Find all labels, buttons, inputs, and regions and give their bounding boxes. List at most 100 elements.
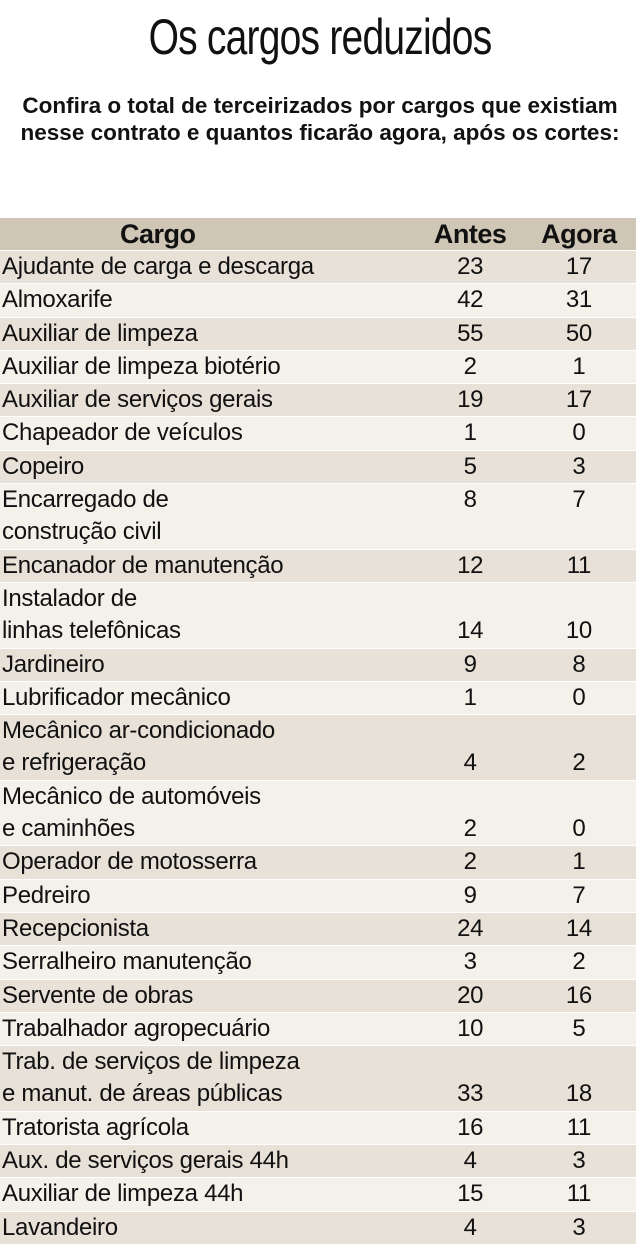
- agora-value: 3: [572, 1213, 586, 1241]
- agora-value: 2: [572, 948, 586, 976]
- cargo-label: Aux. de serviços gerais 44h: [2, 1147, 289, 1175]
- table-row: Lubrificador mecânico 1 0: [0, 681, 636, 715]
- table-row: Tratorista agrícola 16 11: [0, 1111, 636, 1145]
- cargo-label: Mecânico ar-condicionado: [2, 717, 275, 745]
- antes-value: 3: [463, 948, 477, 976]
- cargo-label: Chapeador de veículos: [2, 419, 243, 447]
- cargo-label: Ajudante de carga e descarga: [2, 253, 314, 280]
- agora-value: 50: [565, 319, 592, 347]
- antes-value: 42: [457, 286, 484, 314]
- table-row: Auxiliar de limpeza 44h 15 11: [0, 1177, 636, 1212]
- cargo-label: Lubrificador mecânico: [2, 683, 231, 711]
- cargo-label: Auxiliar de serviços gerais: [2, 386, 273, 414]
- antes-value: 2: [463, 352, 477, 380]
- table-row: Aux. de serviços gerais 44h 4 3: [0, 1144, 636, 1178]
- table-row: Ajudante de carga e descarga 23 17: [0, 250, 636, 284]
- cargo-cell: Tratorista agrícola: [0, 1111, 419, 1144]
- page-title: Os cargos reduzidos: [148, 9, 493, 65]
- table-row: Servente de obras 20 16: [0, 979, 636, 1013]
- cargo-cell: Chapeador de veículos: [0, 417, 419, 450]
- cargo-label: linhas telefônicas: [2, 617, 181, 645]
- table-row: Almoxarife 42 31: [0, 283, 636, 318]
- cargo-cell: Pedreiro: [0, 879, 419, 912]
- agora-value: 0: [572, 683, 586, 711]
- cargo-label: Almoxarife: [2, 286, 113, 314]
- cargo-cell: Ajudante de carga e descarga: [0, 251, 419, 284]
- antes-value: 14: [457, 617, 484, 645]
- cargo-cell: Servente de obras: [0, 979, 419, 1012]
- subtitle: Confira o total de terceirizados por car…: [20, 93, 620, 145]
- cargo-cell: Operador de motosserra: [0, 846, 419, 879]
- agora-value: 1: [572, 848, 586, 876]
- column-header-cargo: Cargo: [0, 218, 419, 251]
- antes-value: 1: [463, 419, 477, 447]
- cargo-label: e refrigeração: [2, 749, 146, 777]
- cargo-cell: Encanador de manutenção: [0, 549, 419, 582]
- table-row: Mecânico de automóveis e caminhões 2 0: [0, 780, 636, 846]
- antes-value: 2: [463, 848, 477, 876]
- cargo-label: Trabalhador agropecuário: [2, 1014, 271, 1042]
- antes-value: 24: [457, 914, 484, 942]
- antes-value: 23: [457, 253, 484, 280]
- cargo-cell: Encarregado de construção civil: [0, 484, 419, 550]
- cargo-label: Instalador de: [2, 584, 137, 612]
- cargo-label: construção civil: [2, 518, 162, 546]
- agora-value: 5: [572, 1014, 586, 1042]
- cargo-label: Recepcionista: [2, 914, 149, 942]
- antes-value: 15: [457, 1180, 484, 1208]
- agora-value: 1: [572, 352, 586, 380]
- table-row: Trab. de serviços de limpeza e manut. de …: [0, 1045, 636, 1112]
- antes-value: 10: [457, 1014, 484, 1042]
- agora-value: 0: [572, 815, 586, 843]
- table-row: Jardineiro 9 8: [0, 648, 636, 682]
- cargo-cell: Auxiliar de serviços gerais: [0, 384, 419, 417]
- table-row: Mecânico ar-condicionado e refrigeração 4 2: [0, 714, 636, 781]
- table-row: Serralheiro manutenção 3 2: [0, 945, 636, 980]
- agora-value: 11: [566, 1113, 592, 1141]
- agora-value: 16: [565, 981, 592, 1009]
- cargo-label: Tratorista agrícola: [2, 1113, 189, 1141]
- agora-value: 14: [565, 914, 592, 942]
- cargo-cell: Aux. de serviços gerais 44h: [0, 1145, 419, 1178]
- table-row: Instalador de linhas telefônicas 14 10: [0, 582, 636, 649]
- antes-value: 9: [463, 881, 477, 909]
- cargo-cell: Trab. de serviços de limpeza e manut. de …: [0, 1046, 419, 1112]
- cargo-label: e manut. de áreas públicas: [2, 1080, 283, 1108]
- cargo-cell: Serralheiro manutenção: [0, 946, 419, 979]
- cargo-label: Lavandeiro: [2, 1213, 118, 1241]
- antes-value: 9: [463, 650, 477, 678]
- table-row: Auxiliar de limpeza biotério 2 1: [0, 350, 636, 384]
- antes-value: 8: [463, 486, 477, 514]
- cargo-cell: Instalador de linhas telefônicas: [0, 582, 419, 648]
- cargo-label: Encanador de manutenção: [2, 551, 284, 579]
- cargo-label: Auxiliar de limpeza biotério: [2, 352, 281, 380]
- table-row: Operador de motosserra 2 1: [0, 845, 636, 880]
- agora-value: 0: [572, 419, 586, 447]
- cargo-cell: Mecânico de automóveis e caminhões: [0, 780, 419, 846]
- table-row: Copeiro 5 3: [0, 450, 636, 484]
- cargo-cell: Lavandeiro: [0, 1211, 419, 1244]
- table-row: Lavandeiro 4 3: [0, 1211, 636, 1245]
- antes-value: 33: [457, 1080, 484, 1108]
- cargos-table: Cargo Antes Agora Ajudante de carga e de…: [0, 218, 636, 1245]
- cargo-cell: Jardineiro: [0, 648, 419, 681]
- cargo-label: Auxiliar de limpeza 44h: [2, 1180, 244, 1208]
- agora-value: 7: [572, 486, 586, 514]
- cargo-cell: Auxiliar de limpeza 44h: [0, 1178, 419, 1211]
- antes-value: 20: [457, 981, 484, 1009]
- antes-value: 5: [463, 452, 477, 480]
- cargo-cell: Auxiliar de limpeza: [0, 317, 419, 350]
- antes-value: 4: [463, 749, 477, 777]
- agora-value: 8: [572, 650, 586, 678]
- cargo-label: Servente de obras: [2, 981, 194, 1009]
- agora-value: 3: [572, 1147, 586, 1175]
- agora-value: 7: [572, 881, 586, 909]
- agora-value: 2: [572, 749, 586, 777]
- cargo-cell: Mecânico ar-condicionado e refrigeração: [0, 715, 419, 781]
- column-header-antes: Antes: [418, 218, 522, 251]
- cargo-cell: Auxiliar de limpeza biotério: [0, 350, 419, 383]
- cargo-label: Encarregado de: [2, 486, 169, 514]
- cargo-cell: Lubrificador mecânico: [0, 681, 419, 714]
- cargo-cell: Copeiro: [0, 450, 419, 483]
- cargo-label: Mecânico de automóveis: [2, 782, 261, 810]
